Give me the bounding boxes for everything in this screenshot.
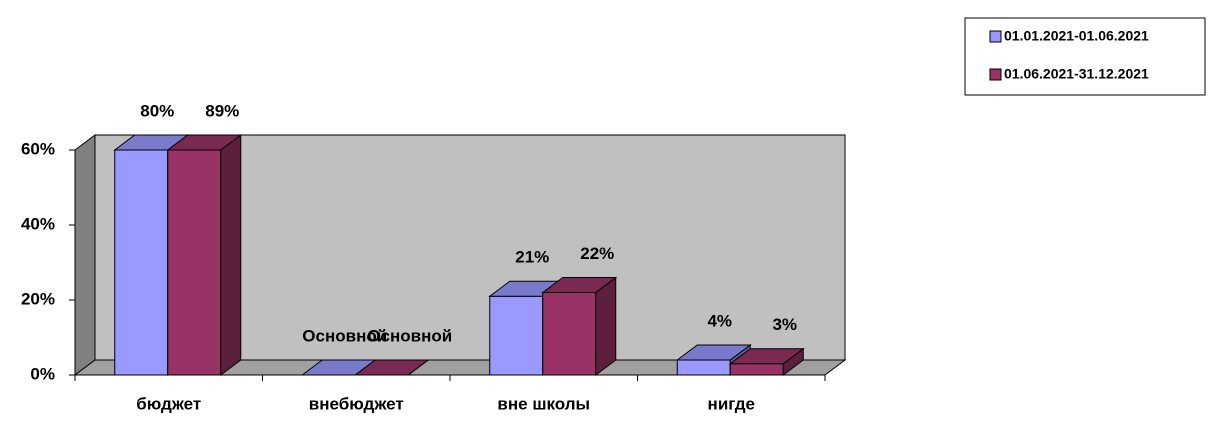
bar-face bbox=[166, 134, 243, 151]
x-tick-label: бюджет bbox=[136, 394, 201, 413]
data-label: Основной bbox=[367, 326, 452, 345]
bar-face bbox=[353, 359, 430, 376]
legend-swatch bbox=[989, 68, 1002, 81]
bar bbox=[353, 359, 430, 376]
data-label: 89% bbox=[205, 101, 239, 120]
bar-face bbox=[541, 277, 618, 293]
bar-face bbox=[489, 295, 544, 376]
bar-face bbox=[728, 348, 805, 365]
legend-swatch bbox=[989, 30, 1002, 43]
x-tick-label: внебюджет bbox=[309, 394, 404, 413]
bar-face bbox=[729, 363, 784, 376]
bar-face bbox=[676, 359, 731, 376]
bar-face bbox=[167, 149, 222, 376]
x-tick-label: вне школы bbox=[497, 394, 590, 413]
y-tick-label: 20% bbox=[21, 289, 55, 308]
data-label: 21% bbox=[515, 248, 549, 267]
data-label: 80% bbox=[140, 101, 174, 120]
legend-label: 01.01.2021-01.06.2021 bbox=[1004, 28, 1149, 44]
bar bbox=[728, 347, 805, 376]
bar-face bbox=[595, 276, 617, 376]
data-label: 22% bbox=[580, 244, 614, 263]
data-label: 4% bbox=[707, 311, 732, 330]
data-label: 3% bbox=[772, 315, 797, 334]
bar-face bbox=[220, 134, 242, 376]
y-tick-label: 60% bbox=[21, 139, 55, 158]
bar bbox=[541, 276, 618, 376]
bar-face bbox=[542, 292, 597, 376]
legend bbox=[964, 17, 1206, 96]
side-wall bbox=[74, 134, 96, 376]
bar bbox=[166, 134, 243, 376]
bar-face bbox=[114, 149, 169, 376]
data-label: Основной bbox=[302, 326, 387, 345]
legend-label: 01.06.2021-31.12.2021 bbox=[1004, 66, 1149, 82]
x-tick-label: нигде bbox=[708, 394, 755, 413]
y-tick-label: 0% bbox=[30, 364, 55, 383]
y-tick-label: 40% bbox=[21, 214, 55, 233]
bar-face bbox=[675, 344, 752, 361]
